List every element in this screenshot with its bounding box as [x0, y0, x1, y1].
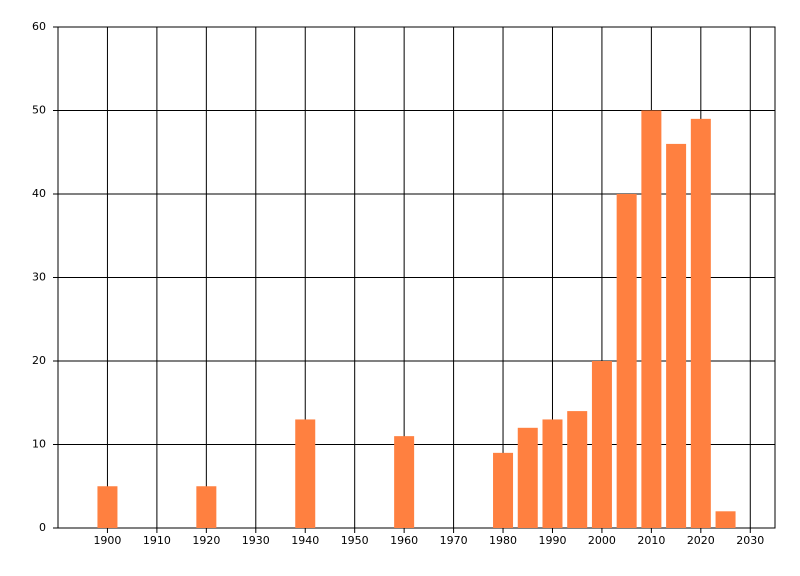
bar	[196, 486, 217, 528]
bar	[690, 118, 711, 528]
bar	[97, 486, 118, 528]
bar	[641, 110, 662, 528]
y-tick-label: 30	[32, 271, 46, 284]
x-tick-label: 2030	[736, 534, 764, 547]
y-tick-label: 60	[32, 20, 46, 33]
x-tick-label: 1990	[538, 534, 566, 547]
x-tick-label: 1980	[489, 534, 517, 547]
bar	[493, 452, 514, 528]
y-tick-label: 10	[32, 438, 46, 451]
y-tick-label: 0	[39, 521, 46, 534]
bar	[616, 194, 637, 528]
y-tick-label: 40	[32, 187, 46, 200]
bar	[591, 361, 612, 528]
x-tick-label: 1970	[440, 534, 468, 547]
x-tick-label: 2020	[687, 534, 715, 547]
x-tick-label: 2000	[588, 534, 616, 547]
x-tick-label: 1940	[291, 534, 319, 547]
y-tick-label: 20	[32, 354, 46, 367]
bar	[542, 419, 563, 528]
x-tick-label: 1930	[242, 534, 270, 547]
bar	[567, 411, 588, 528]
y-tick-label: 50	[32, 104, 46, 117]
bar	[394, 436, 415, 528]
bar	[295, 419, 316, 528]
x-tick-label: 1950	[341, 534, 369, 547]
bar	[666, 143, 687, 528]
plot-border	[57, 26, 776, 529]
x-tick-label: 1920	[192, 534, 220, 547]
x-tick-label: 1910	[143, 534, 171, 547]
x-tick-label: 2010	[637, 534, 665, 547]
x-tick-label: 1960	[390, 534, 418, 547]
bar	[517, 427, 538, 528]
bar	[715, 511, 736, 528]
x-tick-label: 1900	[93, 534, 121, 547]
